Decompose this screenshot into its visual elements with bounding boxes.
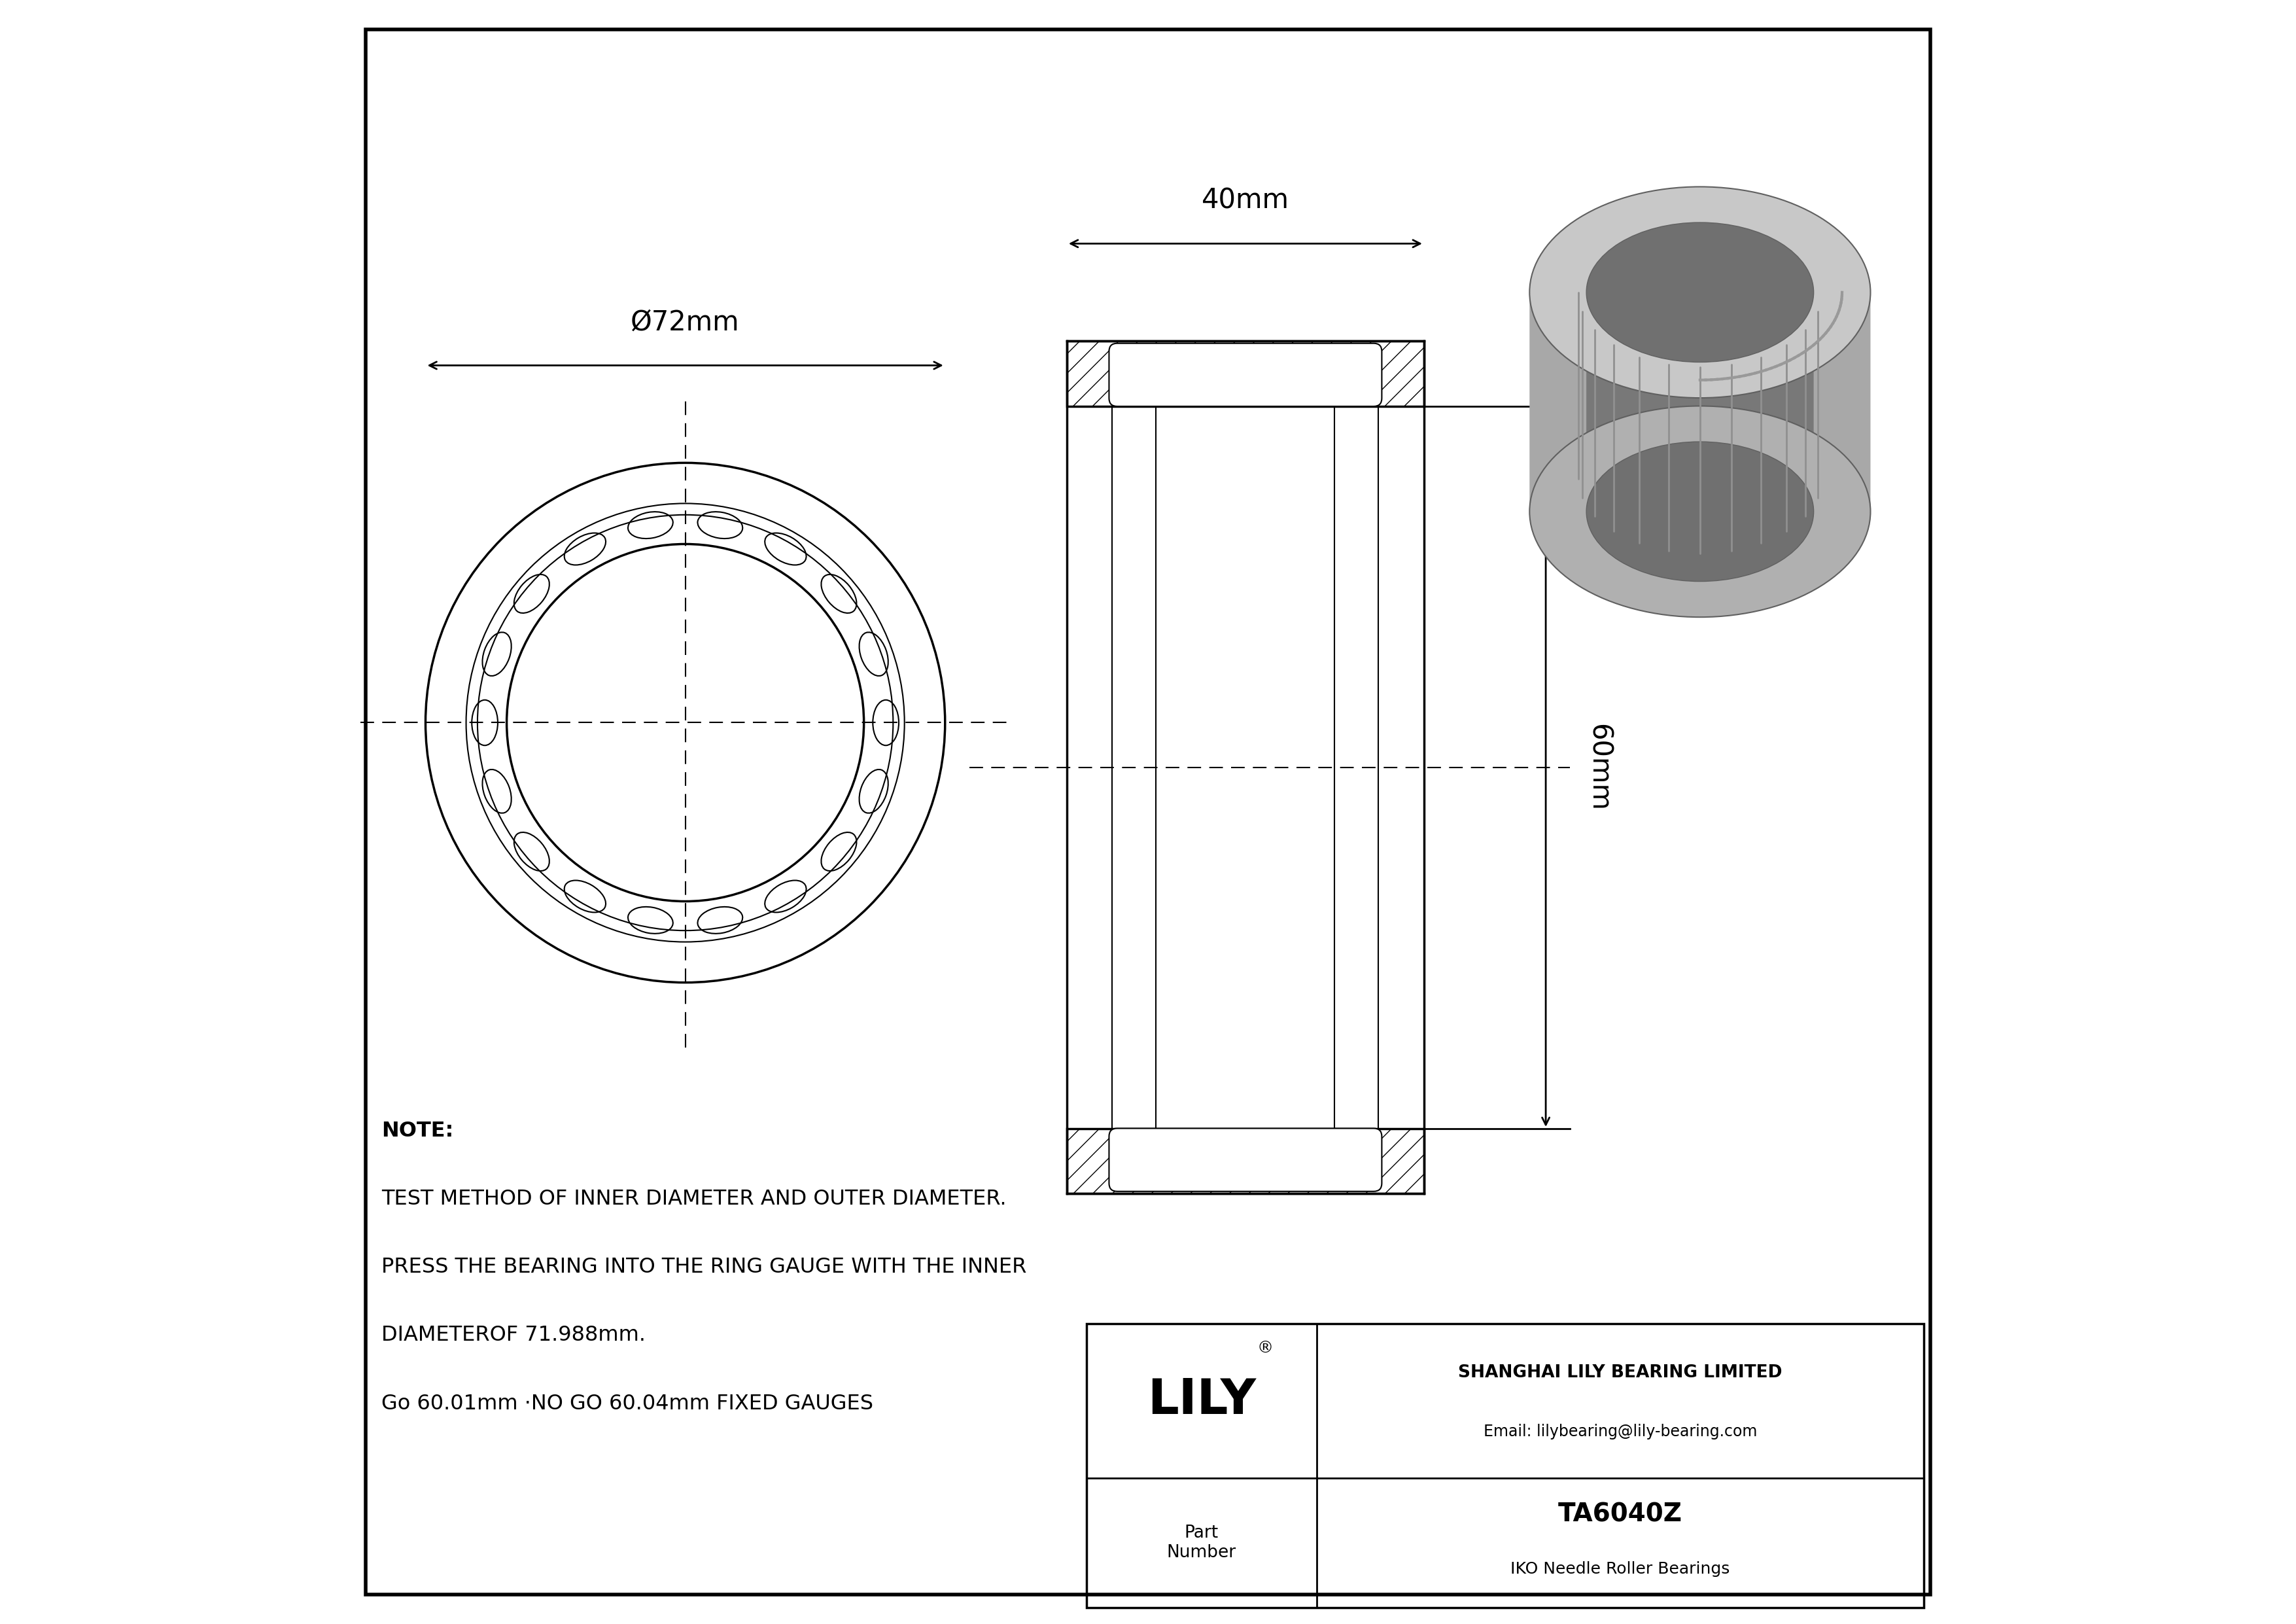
Text: TEST METHOD OF INNER DIAMETER AND OUTER DIAMETER.: TEST METHOD OF INNER DIAMETER AND OUTER … xyxy=(381,1189,1006,1208)
Text: 40mm: 40mm xyxy=(1201,187,1290,214)
Text: Part
Number: Part Number xyxy=(1166,1525,1235,1561)
Ellipse shape xyxy=(1529,187,1871,398)
Text: LILY: LILY xyxy=(1148,1377,1256,1424)
Bar xyxy=(1068,341,1424,406)
Text: IKO Needle Roller Bearings: IKO Needle Roller Bearings xyxy=(1511,1561,1731,1577)
Bar xyxy=(1068,341,1424,1194)
Text: NOTE:: NOTE: xyxy=(381,1121,455,1140)
Text: Go 60.01mm ·NO GO 60.04mm FIXED GAUGES: Go 60.01mm ·NO GO 60.04mm FIXED GAUGES xyxy=(381,1393,872,1413)
Bar xyxy=(1068,1129,1424,1194)
Text: 60mm: 60mm xyxy=(1584,724,1612,810)
Text: PRESS THE BEARING INTO THE RING GAUGE WITH THE INNER: PRESS THE BEARING INTO THE RING GAUGE WI… xyxy=(381,1257,1026,1276)
Text: Ø72mm: Ø72mm xyxy=(631,309,739,336)
Text: SHANGHAI LILY BEARING LIMITED: SHANGHAI LILY BEARING LIMITED xyxy=(1458,1364,1782,1382)
Text: ®: ® xyxy=(1256,1341,1272,1356)
Ellipse shape xyxy=(1587,222,1814,362)
Text: TA6040Z: TA6040Z xyxy=(1559,1502,1683,1527)
Polygon shape xyxy=(1587,292,1814,581)
Polygon shape xyxy=(1529,187,1699,617)
Text: Email: lilybearing@lily-bearing.com: Email: lilybearing@lily-bearing.com xyxy=(1483,1424,1756,1439)
Bar xyxy=(1086,1324,1924,1608)
Polygon shape xyxy=(1529,292,1871,617)
FancyBboxPatch shape xyxy=(1109,343,1382,406)
Ellipse shape xyxy=(1587,442,1814,581)
Ellipse shape xyxy=(1529,406,1871,617)
Text: DIAMETEROF 71.988mm.: DIAMETEROF 71.988mm. xyxy=(381,1325,645,1345)
FancyBboxPatch shape xyxy=(1109,1129,1382,1192)
